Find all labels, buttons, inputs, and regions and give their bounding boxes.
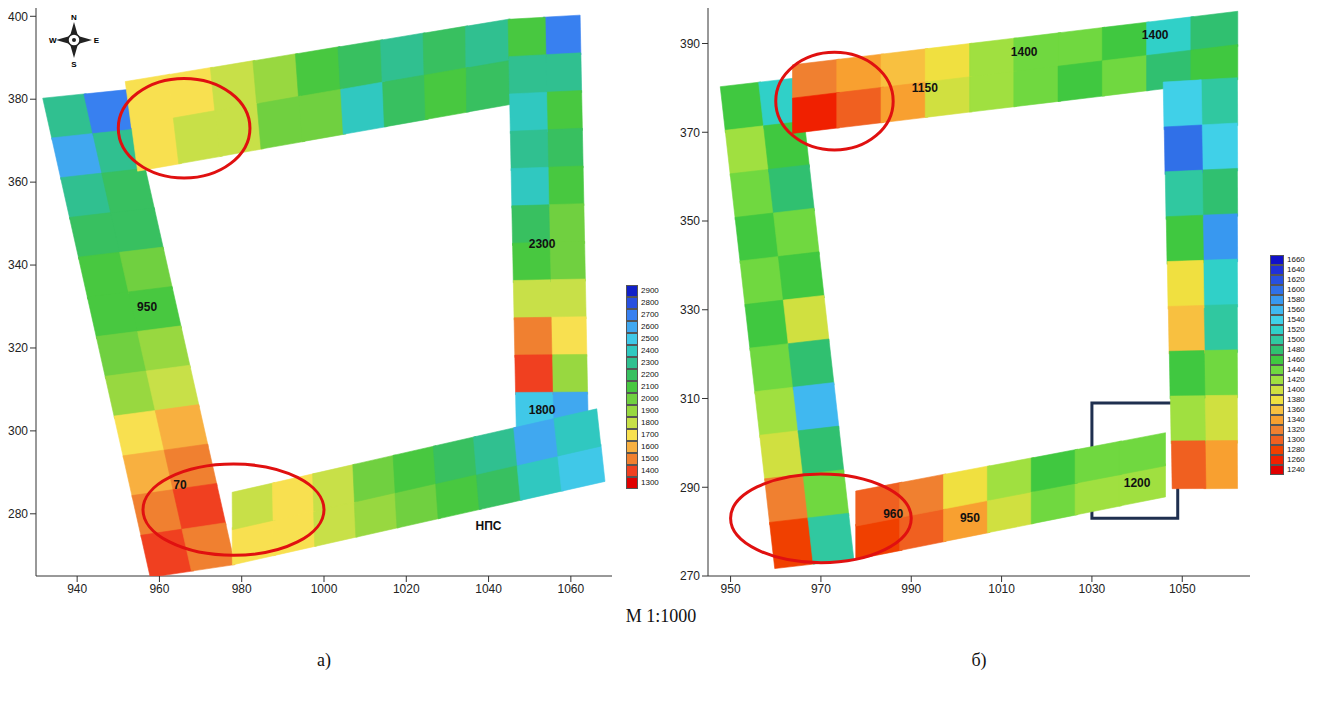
html-text:M 1:1000: M 1:1000 — [625, 606, 697, 626]
html-text:1700: 1700 — [641, 430, 659, 439]
html-text:2800: 2800 — [641, 298, 659, 307]
html-text:1300: 1300 — [1287, 435, 1305, 444]
html-text:1400: 1400 — [1287, 385, 1305, 394]
html-text:1400: 1400 — [641, 466, 659, 475]
html-text:1560: 1560 — [1287, 305, 1305, 314]
svg-text:1200: 1200 — [1124, 476, 1151, 490]
html-text:1420: 1420 — [1287, 375, 1305, 384]
svg-text:950: 950 — [137, 300, 157, 314]
html-text:1240: 1240 — [1287, 465, 1305, 474]
svg-text:950: 950 — [960, 511, 980, 525]
svg-text:1000: 1000 — [311, 582, 338, 596]
svg-text:390: 390 — [680, 37, 700, 51]
html-text:2500: 2500 — [641, 334, 659, 343]
html-text:1620: 1620 — [1287, 275, 1305, 284]
svg-text:960: 960 — [149, 582, 169, 596]
html-text:2300: 2300 — [641, 358, 659, 367]
svg-text:70: 70 — [173, 478, 187, 492]
html-text:1440: 1440 — [1287, 365, 1305, 374]
html-text:1600: 1600 — [1287, 285, 1305, 294]
svg-text:350: 350 — [680, 214, 700, 228]
svg-text:S: S — [71, 60, 77, 68]
html-text:2000: 2000 — [641, 394, 659, 403]
html-text:2900: 2900 — [641, 286, 659, 295]
svg-text:320: 320 — [8, 341, 28, 355]
html-text:2100: 2100 — [641, 382, 659, 391]
html-text:1320: 1320 — [1287, 425, 1305, 434]
svg-text:E: E — [94, 36, 100, 45]
html-text:1500: 1500 — [641, 454, 659, 463]
svg-text:1060: 1060 — [558, 582, 585, 596]
svg-text:970: 970 — [811, 582, 831, 596]
svg-text:1050: 1050 — [1169, 582, 1196, 596]
svg-text:300: 300 — [8, 424, 28, 438]
svg-text:2300: 2300 — [529, 237, 556, 251]
svg-text:940: 940 — [67, 582, 87, 596]
svg-text:1150: 1150 — [912, 81, 938, 95]
html-text:1520: 1520 — [1287, 325, 1305, 334]
html-text:2400: 2400 — [641, 346, 659, 355]
html-text:2600: 2600 — [641, 322, 659, 331]
svg-text:1400: 1400 — [1011, 45, 1038, 59]
svg-text:N: N — [71, 13, 77, 22]
html-text:2200: 2200 — [641, 370, 659, 379]
html-text:1380: 1380 — [1287, 395, 1305, 404]
html-text:1340: 1340 — [1287, 415, 1305, 424]
svg-text:280: 280 — [8, 507, 28, 521]
html-text:1360: 1360 — [1287, 405, 1305, 414]
html-text:б): б) — [971, 650, 987, 670]
html-text:1660: 1660 — [1287, 255, 1305, 264]
svg-text:1030: 1030 — [1079, 582, 1106, 596]
svg-text:360: 360 — [8, 175, 28, 189]
svg-text:330: 330 — [680, 303, 700, 317]
svg-text:990: 990 — [901, 582, 921, 596]
svg-text:400: 400 — [8, 10, 28, 24]
html-text:1500: 1500 — [1287, 335, 1305, 344]
svg-text:1010: 1010 — [988, 582, 1015, 596]
svg-text:310: 310 — [680, 392, 700, 406]
html-text:1800: 1800 — [641, 418, 659, 427]
html-text:1600: 1600 — [641, 442, 659, 451]
html-text:1580: 1580 — [1287, 295, 1305, 304]
html-text:1260: 1260 — [1287, 455, 1305, 464]
html-text:а): а) — [317, 650, 331, 670]
svg-text:1040: 1040 — [475, 582, 502, 596]
svg-text:960: 960 — [883, 507, 903, 521]
html-text:1540: 1540 — [1287, 315, 1305, 324]
svg-text:НПС: НПС — [476, 519, 502, 533]
html-text:1900: 1900 — [641, 406, 659, 415]
svg-text:980: 980 — [232, 582, 252, 596]
html-text:1640: 1640 — [1287, 265, 1305, 274]
html-text:1300: 1300 — [641, 478, 659, 487]
svg-text:1800: 1800 — [529, 403, 556, 417]
svg-text:270: 270 — [680, 569, 700, 583]
html-text:1480: 1480 — [1287, 345, 1305, 354]
svg-text:290: 290 — [680, 481, 700, 495]
html-text:2700: 2700 — [641, 310, 659, 319]
html-text:1280: 1280 — [1287, 445, 1305, 454]
svg-text:340: 340 — [8, 258, 28, 272]
svg-text:1400: 1400 — [1142, 28, 1169, 42]
svg-text:1020: 1020 — [393, 582, 420, 596]
svg-text:380: 380 — [8, 92, 28, 106]
svg-text:W: W — [49, 36, 57, 45]
svg-text:950: 950 — [721, 582, 741, 596]
svg-text:370: 370 — [680, 126, 700, 140]
html-text:1460: 1460 — [1287, 355, 1305, 364]
